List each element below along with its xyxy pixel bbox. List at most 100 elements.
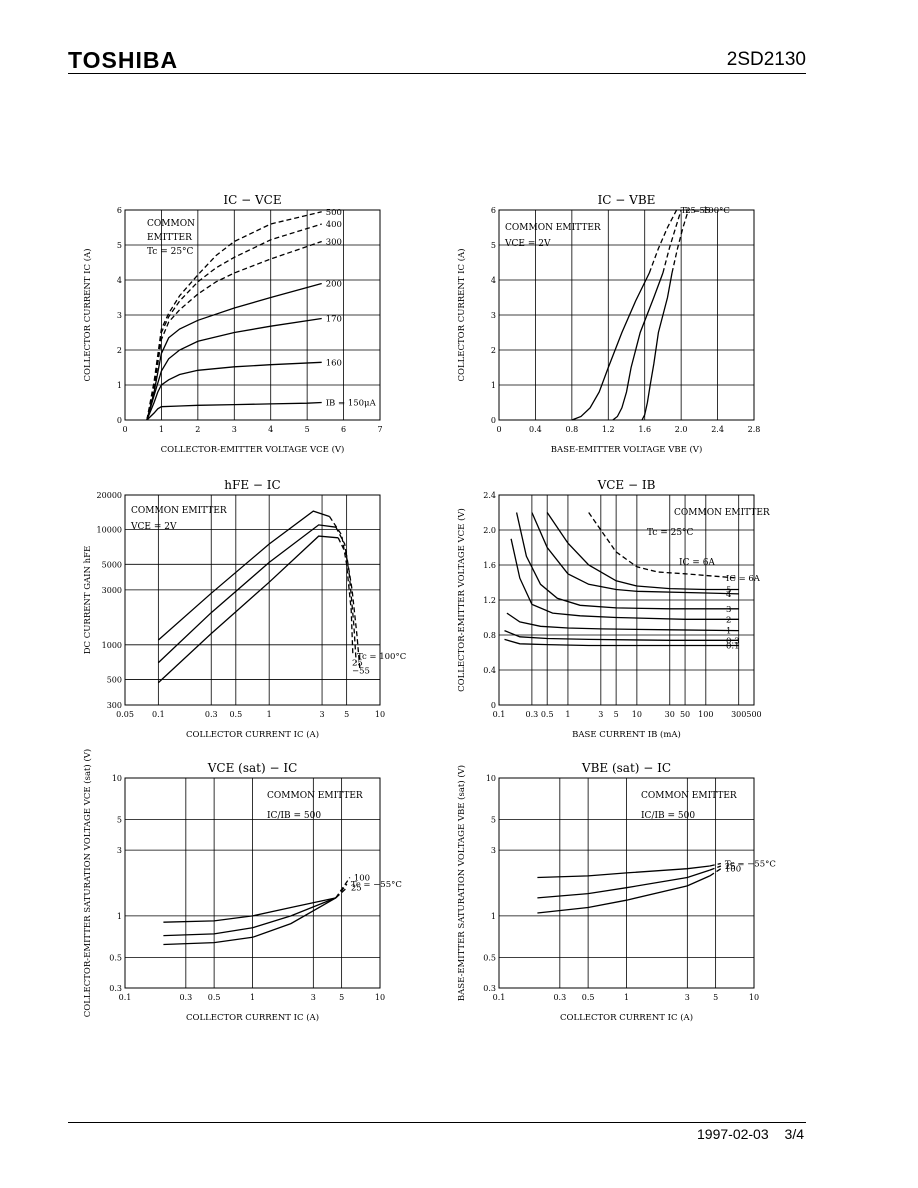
plot-frame [498,777,755,989]
x-tick-label: 5 [713,993,718,1002]
x-tick-label: 2 [195,425,200,434]
chart-hfe_ic: 0.05 0.1 0.3 0.5 1 3 5 10 300 500 1000 3000 5000 1000… [83,478,406,740]
x-axis-label: COLLECTOR CURRENT IC (A) [560,1012,693,1023]
x-tick-label: 1 [565,710,570,719]
x-tick-label: 0.1 [493,710,506,719]
series-line [641,272,673,421]
series-label: 100 [354,873,370,883]
x-tick-label: 0.8 [565,425,578,434]
series-label: 25 [685,206,696,216]
chart-annotation: COMMON EMITTER [505,223,601,233]
y-tick-label: 0.3 [109,984,122,993]
y-tick-label: 2 [491,346,496,355]
x-tick-label: 1 [250,993,255,1002]
x-tick-label: 0.1 [493,993,506,1002]
x-tick-label: 1 [624,993,629,1002]
series-label: 1 [726,627,731,637]
series-line [612,272,664,421]
series-line-dashed [709,862,722,867]
y-tick-label: 6 [491,206,496,215]
x-tick-label: 1 [159,425,164,434]
x-tick-label: 0.1 [152,710,165,719]
y-tick-label: 0.5 [483,953,496,962]
series-label: 25 [351,884,362,894]
series-line [146,401,322,421]
y-axis-label: COLLECTOR CURRENT IC (A) [82,248,93,381]
x-tick-label: 10 [375,710,385,719]
x-tick-label: 2.0 [675,425,688,434]
x-tick-label: 2.8 [748,425,761,434]
y-tick-label: 2.0 [483,526,496,535]
x-tick-label: 0 [496,425,501,434]
series-line [515,512,739,610]
series-line [537,869,711,899]
series-line [546,512,739,591]
y-tick-label: 6 [117,206,122,215]
series-line [510,538,739,620]
series-line-dashed [662,209,682,274]
series-label: 0.3 [726,636,740,646]
y-tick-label: 5 [117,241,122,250]
series-label: 170 [326,315,342,325]
series-line [163,897,337,946]
y-tick-label: 4 [117,276,122,285]
x-tick-label: 1 [267,710,272,719]
series-line-dashed [709,865,722,871]
chart-title: VBE (sat) − IC [581,761,671,775]
x-tick-label: 0.3 [553,993,566,1002]
chart-ic_vce: 0 1 2 3 4 5 6 7 0 1 2 3 4 5 6 IC − VCE COLLECTOR-EMITTER… [82,193,383,455]
y-axis-label: COLLECTOR-EMITTER SATURATION VOLTAGE VCE… [82,749,93,1017]
x-tick-label: 1.2 [602,425,615,434]
series-label: IB = 150μA [326,399,377,409]
x-tick-label: 6 [341,425,346,434]
series-label: 5 [726,586,731,596]
chart-annotation: IC = 6A [679,558,715,568]
x-tick-label: 3 [320,710,325,719]
series-label: 2 [726,615,731,625]
series-line [146,240,322,421]
y-tick-label: 3 [491,846,496,855]
plot-frame [498,209,755,421]
series-line-dashed [335,526,357,663]
series-line-dashed [337,537,361,671]
y-tick-label: 3000 [102,586,122,595]
series-label: Tc = 100°C [681,206,730,216]
y-tick-label: 1 [117,381,122,390]
series-line [163,897,336,923]
y-axis-label: COLLECTOR-EMITTER VOLTAGE VCE (V) [456,508,467,692]
series-label: 25 [352,659,363,669]
x-tick-label: 0.5 [208,993,221,1002]
chart-title: IC − VCE [223,193,281,207]
series-label: IC = 6A [726,574,761,584]
x-tick-label: 0.5 [582,993,595,1002]
y-tick-label: 5 [491,816,496,825]
y-tick-label: 3 [117,311,122,320]
y-tick-label: 2.4 [483,491,496,500]
y-tick-label: 0 [491,701,496,710]
series-line [146,361,322,421]
x-axis-label: BASE-EMITTER VOLTAGE VBE (V) [551,444,703,455]
series-line-dashed [335,877,351,899]
series-line [588,512,739,579]
x-tick-label: 10 [749,993,759,1002]
y-tick-label: 3 [491,311,496,320]
series-line-dashed [709,868,722,877]
x-axis-label: COLLECTOR-EMITTER VOLTAGE VCE (V) [161,444,345,455]
series-label: −55 [692,206,710,216]
x-tick-label: 0 [122,425,127,434]
chart-annotation: VCE = 2V [130,522,177,532]
x-tick-label: 2.4 [711,425,724,434]
chart-title: VCE − IB [597,478,656,492]
y-tick-label: 1 [491,381,496,390]
y-tick-label: 3 [117,846,122,855]
chart-annotation: COMMON EMITTER [267,791,363,801]
series-line [146,211,322,421]
x-tick-label: 5 [305,425,310,434]
series-label: Tc = 100°C [357,652,406,662]
y-tick-label: 300 [107,701,122,710]
y-tick-label: 20000 [97,491,122,500]
y-tick-label: 0.5 [109,953,122,962]
x-tick-label: 3 [685,993,690,1002]
